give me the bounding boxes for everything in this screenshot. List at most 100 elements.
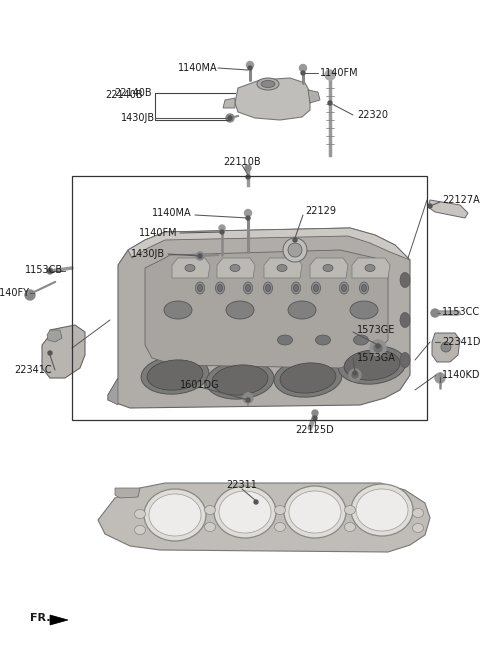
Circle shape [220, 230, 224, 234]
Ellipse shape [293, 285, 299, 291]
Ellipse shape [277, 264, 287, 272]
Circle shape [431, 309, 439, 317]
Text: 22320: 22320 [357, 110, 388, 120]
Ellipse shape [400, 312, 410, 327]
Ellipse shape [361, 285, 367, 291]
Text: 1140MA: 1140MA [179, 63, 218, 73]
Circle shape [245, 165, 251, 171]
Polygon shape [98, 483, 430, 552]
Polygon shape [115, 488, 140, 498]
Ellipse shape [275, 506, 286, 514]
Ellipse shape [147, 360, 203, 390]
Polygon shape [223, 98, 235, 108]
Text: 1140MA: 1140MA [152, 208, 192, 218]
Text: 1601DG: 1601DG [180, 380, 220, 390]
Ellipse shape [313, 285, 319, 291]
Circle shape [219, 225, 225, 231]
Ellipse shape [288, 301, 316, 319]
Circle shape [198, 254, 202, 258]
Polygon shape [172, 258, 210, 278]
Polygon shape [108, 378, 118, 405]
Polygon shape [145, 250, 388, 368]
Ellipse shape [353, 335, 369, 345]
Circle shape [254, 500, 258, 504]
Circle shape [428, 204, 432, 208]
Ellipse shape [350, 301, 378, 319]
Polygon shape [308, 90, 320, 103]
Circle shape [288, 243, 302, 257]
Text: 1430JB: 1430JB [131, 249, 165, 259]
Ellipse shape [338, 346, 406, 384]
Text: 1430JB: 1430JB [121, 113, 155, 123]
Ellipse shape [280, 363, 336, 393]
Circle shape [301, 71, 305, 75]
Ellipse shape [277, 335, 292, 345]
Circle shape [246, 398, 250, 402]
Text: 22311: 22311 [227, 480, 257, 490]
Polygon shape [217, 258, 255, 278]
Ellipse shape [345, 522, 356, 531]
Ellipse shape [341, 285, 347, 291]
Ellipse shape [245, 285, 251, 291]
Ellipse shape [400, 352, 410, 367]
Ellipse shape [134, 525, 145, 535]
Polygon shape [428, 200, 468, 218]
Ellipse shape [289, 491, 341, 533]
Ellipse shape [345, 506, 356, 514]
Ellipse shape [197, 285, 203, 291]
Ellipse shape [230, 264, 240, 272]
Ellipse shape [412, 508, 423, 518]
Circle shape [196, 252, 204, 260]
Circle shape [370, 340, 386, 356]
Text: 1140FM: 1140FM [139, 228, 178, 238]
Ellipse shape [365, 264, 375, 272]
Polygon shape [50, 615, 68, 625]
Circle shape [353, 371, 357, 375]
Ellipse shape [284, 486, 346, 538]
Text: 22341C: 22341C [14, 365, 52, 375]
Ellipse shape [323, 264, 333, 272]
Ellipse shape [291, 282, 300, 294]
Ellipse shape [212, 365, 268, 395]
Circle shape [312, 410, 318, 416]
Circle shape [293, 238, 297, 242]
Ellipse shape [206, 361, 274, 399]
Ellipse shape [261, 81, 275, 87]
Text: 1573GA: 1573GA [357, 353, 396, 363]
Text: 22110B: 22110B [223, 157, 261, 167]
Circle shape [246, 175, 250, 179]
Text: 1140KD: 1140KD [442, 370, 480, 380]
Text: 1573GE: 1573GE [357, 325, 396, 335]
Circle shape [246, 216, 250, 220]
Ellipse shape [265, 285, 271, 291]
Text: 1140FM: 1140FM [320, 68, 359, 78]
Text: 22341D: 22341D [442, 337, 480, 347]
Ellipse shape [412, 523, 423, 533]
Polygon shape [108, 228, 410, 408]
Ellipse shape [141, 356, 209, 394]
Ellipse shape [195, 282, 204, 294]
Ellipse shape [243, 282, 252, 294]
Polygon shape [432, 333, 460, 362]
Circle shape [313, 416, 317, 420]
Text: 1153CC: 1153CC [442, 307, 480, 317]
Ellipse shape [315, 335, 331, 345]
Circle shape [349, 369, 361, 381]
Ellipse shape [204, 506, 216, 514]
Circle shape [25, 290, 35, 300]
Ellipse shape [264, 282, 273, 294]
Circle shape [441, 342, 451, 352]
Circle shape [248, 66, 252, 70]
Polygon shape [235, 78, 310, 120]
Text: 22125D: 22125D [296, 425, 335, 435]
Circle shape [226, 114, 234, 122]
Ellipse shape [216, 282, 225, 294]
Ellipse shape [144, 489, 206, 541]
Ellipse shape [400, 272, 410, 287]
Polygon shape [42, 325, 85, 378]
Ellipse shape [344, 350, 400, 380]
Ellipse shape [360, 282, 369, 294]
Circle shape [328, 101, 332, 105]
Text: FR.: FR. [30, 613, 50, 623]
Ellipse shape [274, 359, 342, 397]
